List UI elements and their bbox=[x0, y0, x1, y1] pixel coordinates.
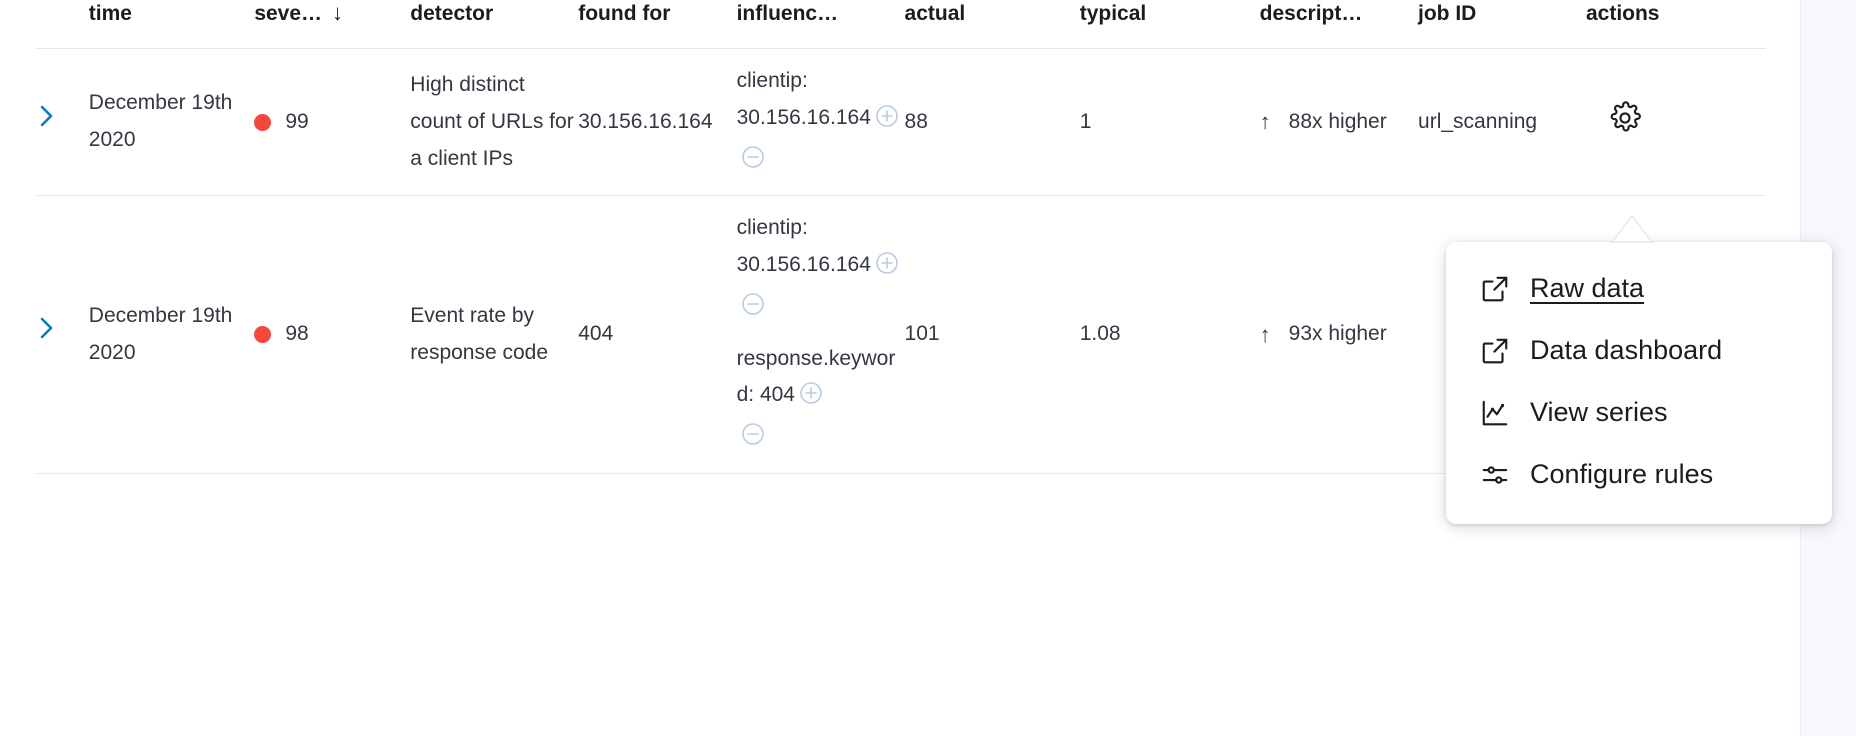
column-header-description[interactable]: descript… bbox=[1260, 0, 1418, 49]
anomalies-table: time seve… ↓ detector found for influenc…… bbox=[36, 0, 1766, 474]
column-label-job-id: job ID bbox=[1418, 2, 1477, 25]
description-text: 93x higher bbox=[1288, 322, 1387, 346]
cell-typical: 1 bbox=[1079, 48, 1260, 197]
arrow-down-icon: ↓ bbox=[332, 0, 344, 25]
column-header-actual[interactable]: actual bbox=[905, 0, 1080, 49]
severity-dot bbox=[254, 113, 272, 131]
column-label-typical: typical bbox=[1079, 2, 1147, 25]
cell-found-for: 30.156.16.164 bbox=[578, 48, 737, 197]
column-label-detector: detector bbox=[410, 2, 494, 25]
cell-expand bbox=[36, 48, 89, 197]
minus-circle-icon[interactable] bbox=[741, 292, 765, 316]
column-header-expand bbox=[36, 0, 89, 49]
cell-expand bbox=[36, 195, 89, 474]
table-header: time seve… ↓ detector found for influenc…… bbox=[36, 0, 1766, 49]
sliders-icon bbox=[1482, 466, 1508, 484]
influencer-item: response.keyword: 404 bbox=[737, 341, 905, 455]
gear-icon[interactable] bbox=[1604, 97, 1646, 139]
cell-influencers: clientip: 30.156.16.164 response.keyword… bbox=[736, 195, 905, 474]
actual-value: 88 bbox=[904, 109, 928, 133]
cell-actual: 88 bbox=[904, 48, 1080, 197]
job-id-value: url_scanning bbox=[1418, 109, 1538, 133]
column-label-description: descript… bbox=[1259, 2, 1363, 25]
time-value: December 19th 2020 bbox=[88, 91, 233, 152]
column-header-detector[interactable]: detector bbox=[410, 0, 578, 49]
minus-circle-icon[interactable] bbox=[741, 145, 765, 169]
header-row: time seve… ↓ detector found for influenc…… bbox=[36, 0, 1766, 49]
chevron-right-icon[interactable] bbox=[36, 101, 58, 131]
actions-popup-menu: Raw data Data dashboard View series bbox=[1446, 242, 1832, 524]
column-label-actions: actions bbox=[1585, 2, 1660, 25]
severity-dot bbox=[254, 326, 272, 343]
cell-time: December 19th 2020 bbox=[88, 48, 255, 197]
table-row: December 19th 2020 99 High distinct coun… bbox=[36, 48, 1766, 197]
column-label-severity: seve… bbox=[254, 2, 323, 25]
menu-item-raw-data[interactable]: Raw data bbox=[1446, 258, 1832, 320]
column-header-influencers[interactable]: influenc… bbox=[737, 0, 905, 49]
menu-item-label: Configure rules bbox=[1530, 459, 1714, 490]
menu-item-label: Data dashboard bbox=[1530, 335, 1723, 366]
column-label-influencers: influenc… bbox=[736, 2, 839, 25]
column-header-time[interactable]: time bbox=[89, 0, 255, 49]
description-text: 88x higher bbox=[1288, 109, 1387, 133]
plus-circle-icon[interactable] bbox=[799, 381, 823, 405]
severity-value: 98 bbox=[285, 322, 309, 346]
cell-typical: 1.08 bbox=[1079, 195, 1260, 474]
plus-circle-icon[interactable] bbox=[875, 251, 899, 275]
external-link-icon bbox=[1482, 338, 1508, 364]
influencer-item: clientip: 30.156.16.164 bbox=[737, 63, 905, 177]
cell-detector: Event rate by response code bbox=[410, 195, 579, 474]
detector-value: High distinct count of URLs for a client… bbox=[410, 73, 574, 170]
typical-value: 1.08 bbox=[1079, 322, 1121, 346]
severity-value: 99 bbox=[285, 109, 309, 133]
line-chart-icon bbox=[1482, 400, 1508, 426]
cell-job-id: url_scanning bbox=[1418, 48, 1586, 197]
influencer-item: clientip: 30.156.16.164 bbox=[737, 210, 905, 324]
column-label-time: time bbox=[88, 2, 132, 25]
actual-value: 101 bbox=[904, 322, 940, 346]
found-for-value: 404 bbox=[578, 322, 614, 346]
external-link-icon bbox=[1482, 276, 1508, 302]
menu-item-view-series[interactable]: View series bbox=[1446, 382, 1832, 444]
cell-description: ↑ 93x higher bbox=[1259, 195, 1419, 474]
cell-actions bbox=[1585, 48, 1766, 197]
arrow-up-icon: ↑ bbox=[1259, 109, 1271, 135]
time-value: December 19th 2020 bbox=[88, 303, 233, 364]
column-label-actual: actual bbox=[904, 2, 966, 25]
cell-actual: 101 bbox=[904, 195, 1080, 474]
column-header-found-for[interactable]: found for bbox=[578, 0, 736, 49]
column-header-severity[interactable]: seve… ↓ bbox=[254, 0, 410, 49]
menu-item-label: Raw data bbox=[1530, 273, 1645, 304]
column-header-actions: actions bbox=[1586, 0, 1766, 49]
minus-circle-icon[interactable] bbox=[741, 422, 765, 446]
cell-severity: 98 bbox=[254, 195, 411, 474]
column-header-typical[interactable]: typical bbox=[1080, 0, 1260, 49]
plus-circle-icon[interactable] bbox=[875, 104, 899, 128]
menu-item-configure-rules[interactable]: Configure rules bbox=[1446, 444, 1832, 506]
cell-severity: 99 bbox=[254, 48, 411, 197]
column-header-job-id[interactable]: job ID bbox=[1418, 0, 1586, 49]
cell-description: ↑ 88x higher bbox=[1259, 48, 1419, 197]
cell-detector: High distinct count of URLs for a client… bbox=[410, 48, 579, 197]
arrow-up-icon: ↑ bbox=[1259, 321, 1271, 347]
influencer-text: response.keyword: 404 bbox=[736, 346, 896, 407]
chevron-right-icon[interactable] bbox=[36, 313, 58, 343]
menu-item-data-dashboard[interactable]: Data dashboard bbox=[1446, 320, 1832, 382]
menu-item-label: View series bbox=[1530, 397, 1668, 428]
detector-value: Event rate by response code bbox=[410, 303, 549, 364]
cell-time: December 19th 2020 bbox=[88, 195, 255, 474]
influencer-text: clientip: 30.156.16.164 bbox=[736, 69, 871, 129]
cell-influencers: clientip: 30.156.16.164 bbox=[736, 48, 905, 197]
table-body: December 19th 2020 99 High distinct coun… bbox=[36, 48, 1766, 474]
typical-value: 1 bbox=[1079, 109, 1092, 133]
column-label-found-for: found for bbox=[578, 2, 671, 25]
found-for-value: 30.156.16.164 bbox=[578, 109, 713, 133]
popup-callout-arrow bbox=[1610, 214, 1654, 243]
influencer-text: clientip: 30.156.16.164 bbox=[736, 216, 871, 276]
cell-found-for: 404 bbox=[578, 195, 737, 474]
table-row: December 19th 2020 98 Event rate by resp… bbox=[36, 195, 1766, 474]
